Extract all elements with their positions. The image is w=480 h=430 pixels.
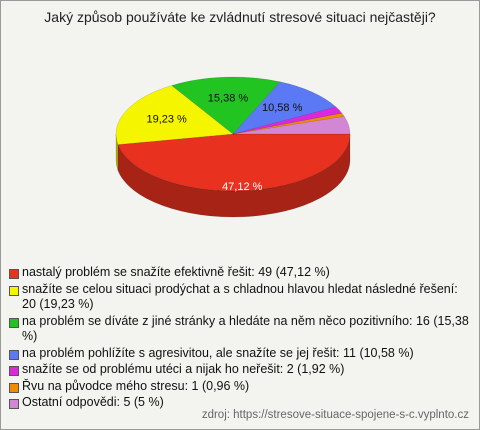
slice — [232, 81, 337, 135]
slice — [117, 133, 351, 192]
source: zdroj: https://stresove-situace-spojene-… — [201, 409, 469, 421]
slice-label: 47,12 % — [222, 181, 263, 193]
legend-swatch — [9, 366, 19, 376]
slice-side — [117, 133, 351, 218]
legend-label: Řvu na původce mého stresu: 1 (0,96 %) — [22, 378, 250, 393]
slice-label: 15,38 % — [208, 93, 249, 105]
legend-item: snažíte se od problému utéci a nijak ho … — [9, 362, 471, 378]
pie: 47,12 % 19,23 % 15,38 % 10,58 % — [115, 76, 351, 218]
legend-label: snažíte se od problému utéci a nijak ho … — [22, 362, 345, 376]
legend-label: snažíte se celou situaci prodýchat a s c… — [22, 281, 458, 312]
chart-title: Jaký způsob používáte ke zvládnutí stres… — [44, 9, 436, 25]
slice — [232, 116, 351, 135]
legend-item: Řvu na původce mého stresu: 1 (0,96 %) — [9, 379, 471, 395]
slice — [171, 76, 281, 135]
legend-label: na problém pohlížíte s agresivitou, ale … — [22, 345, 414, 360]
slice — [232, 112, 345, 135]
slice — [232, 106, 343, 135]
legend-swatch — [9, 285, 19, 296]
legend-item: na problém se díváte z jiné stránky a hl… — [9, 314, 471, 345]
legend-item: nastalý problém se snažíte efektivně řeš… — [9, 265, 471, 281]
legend-swatch — [9, 317, 19, 328]
legend-swatch — [9, 399, 19, 409]
legend: nastalý problém se snažíte efektivně řeš… — [9, 265, 471, 412]
legend-swatch — [9, 349, 19, 360]
legend-swatch — [9, 382, 19, 393]
legend-label: Ostatní odpovědi: 5 (5 %) — [22, 395, 164, 409]
slice-label: 10,58 % — [262, 102, 303, 114]
slice — [115, 85, 234, 145]
legend-item: snažíte se celou situaci prodýchat a s c… — [9, 282, 471, 313]
legend-label: na problém se díváte z jiné stránky a hl… — [22, 313, 469, 344]
legend-label: nastalý problém se snažíte efektivně řeš… — [22, 265, 330, 279]
legend-item: na problém pohlížíte s agresivitou, ale … — [9, 346, 471, 362]
slice-label: 19,23 % — [146, 114, 187, 126]
legend-item: Ostatní odpovědi: 5 (5 %) — [9, 395, 471, 411]
legend-swatch — [9, 269, 19, 279]
